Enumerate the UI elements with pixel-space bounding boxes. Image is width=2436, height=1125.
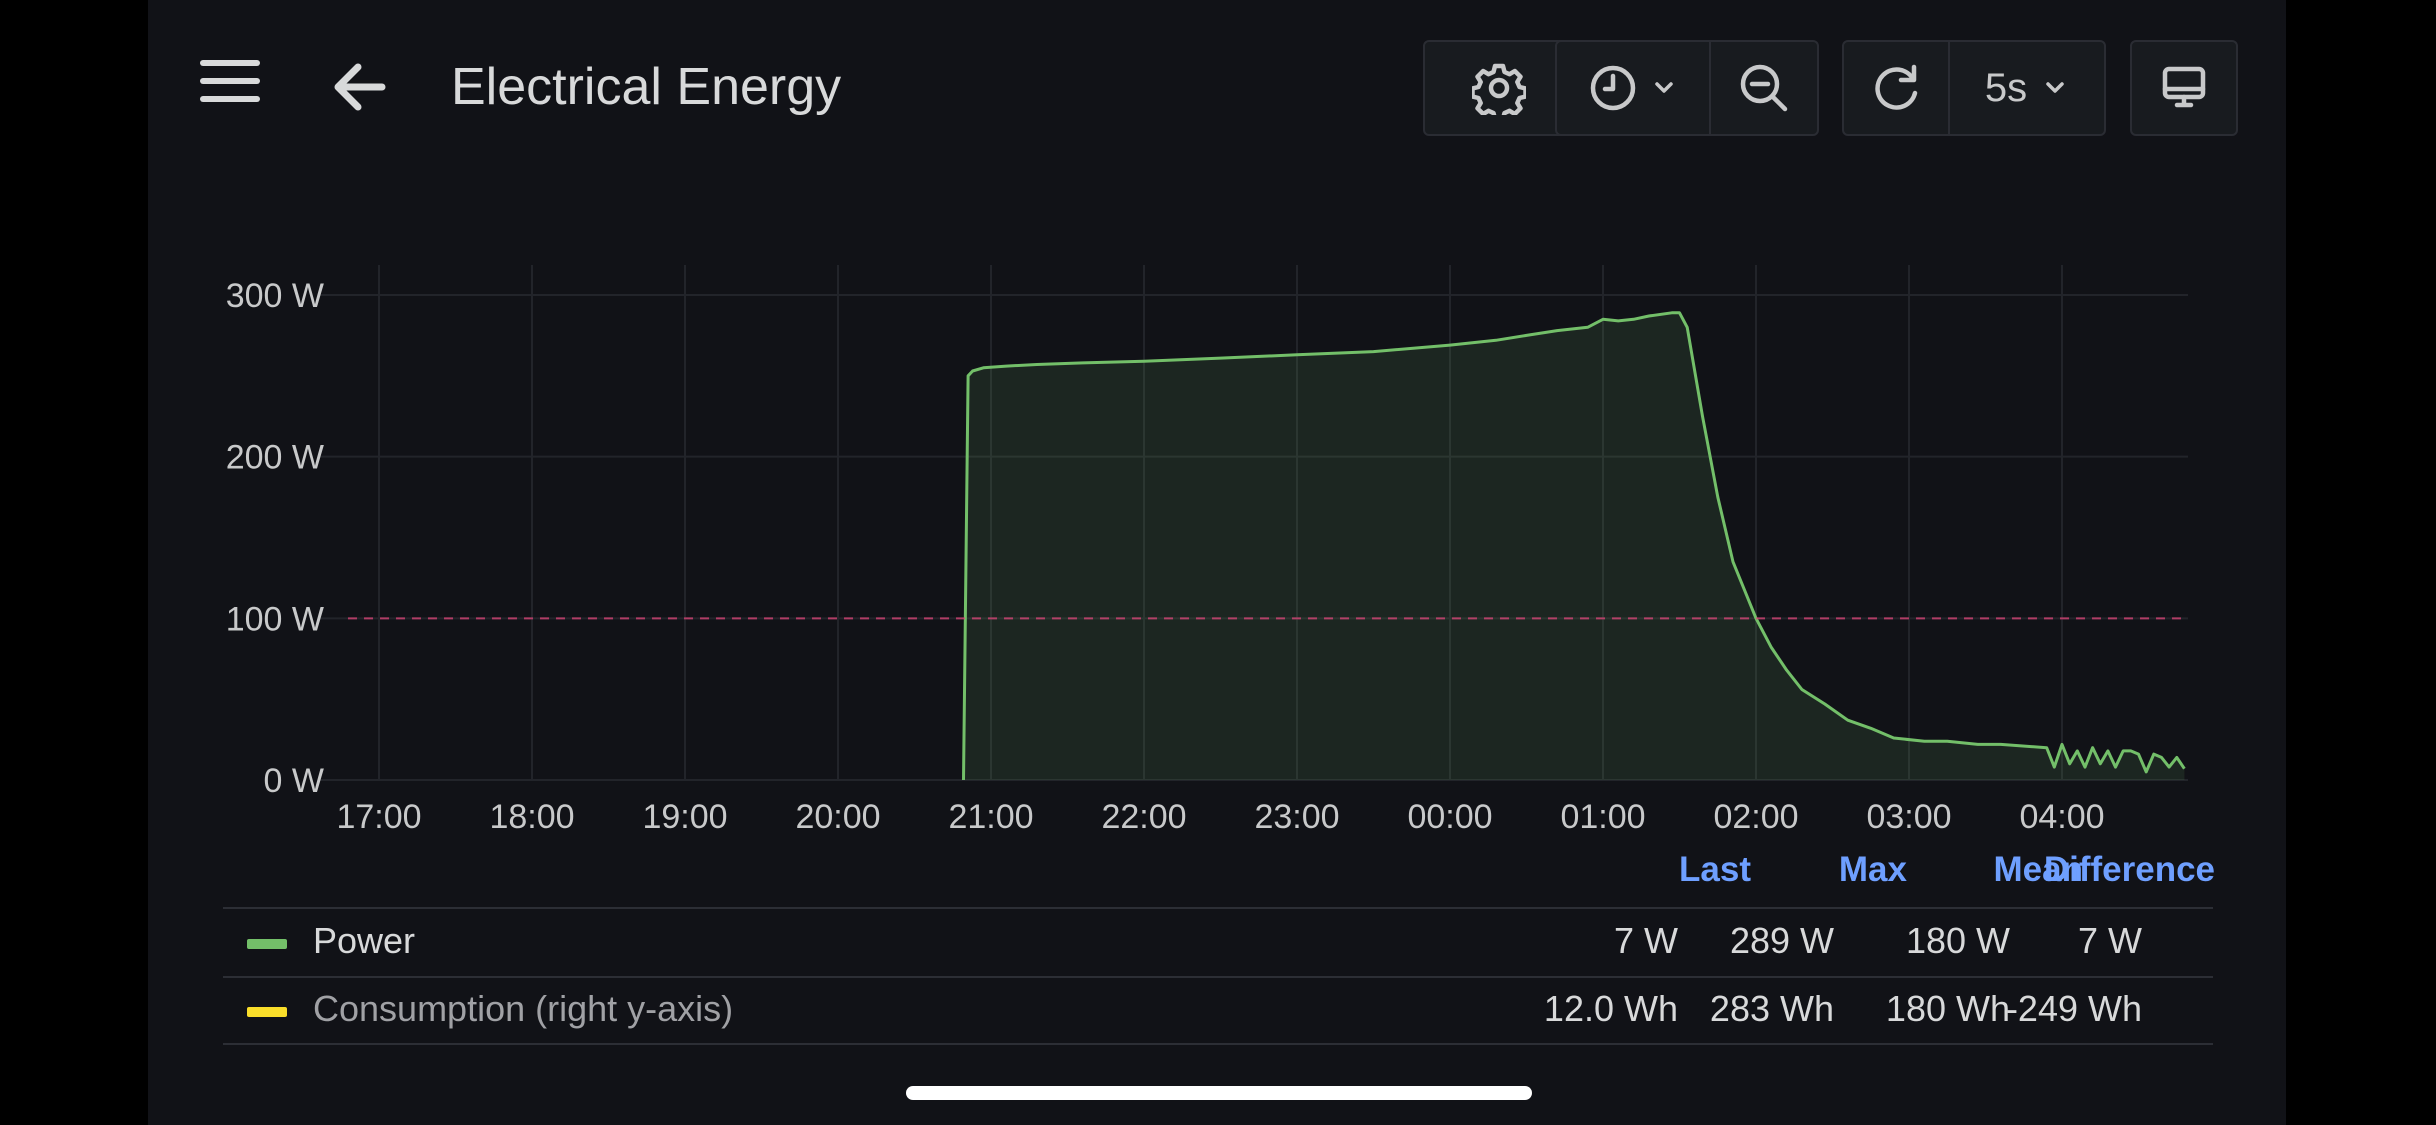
legend-header-difference[interactable]: Difference bbox=[2043, 850, 2215, 889]
legend-divider bbox=[223, 1043, 2213, 1045]
x-tick-label: 01:00 bbox=[1560, 798, 1645, 836]
legend-header-mean[interactable]: Mean bbox=[1993, 850, 2083, 889]
back-arrow-icon[interactable] bbox=[328, 55, 392, 119]
x-tick-label: 20:00 bbox=[795, 798, 880, 836]
settings-button[interactable] bbox=[1425, 42, 1573, 134]
chevron-down-icon bbox=[2046, 82, 2064, 93]
time-picker-button[interactable] bbox=[1557, 42, 1709, 134]
legend-header-max[interactable]: Max bbox=[1838, 850, 1907, 889]
legend-value-max: 283 Wh bbox=[1709, 988, 1834, 1029]
legend-row-consumption[interactable]: Consumption (right y-axis) 12.0 Wh 283 W… bbox=[223, 978, 2213, 1044]
zoom-out-button[interactable] bbox=[1711, 42, 1817, 134]
x-tick-label: 04:00 bbox=[2019, 798, 2104, 836]
page-title: Electrical Energy bbox=[451, 58, 842, 116]
power-series-line bbox=[962, 311, 2186, 781]
legend-value-max: 289 W bbox=[1729, 920, 1834, 961]
legend-row-power[interactable]: Power 7 W 289 W 180 W 7 W bbox=[223, 910, 2213, 976]
legend-value-difference: 7 W bbox=[2077, 920, 2142, 961]
legend-series-name: Power bbox=[313, 920, 416, 961]
refresh-icon bbox=[1875, 64, 1918, 110]
y-tick-label: 200 W bbox=[226, 439, 324, 477]
refresh-button[interactable] bbox=[1844, 42, 1948, 134]
x-tick-label: 17:00 bbox=[336, 798, 421, 836]
x-tick-label: 21:00 bbox=[948, 798, 1033, 836]
x-tick-label: 23:00 bbox=[1254, 798, 1339, 836]
x-tick-label: 02:00 bbox=[1713, 798, 1798, 836]
x-axis: 17:00 18:00 19:00 20:00 21:00 22:00 23:00 00:00… bbox=[336, 798, 2104, 836]
legend-swatch-green bbox=[247, 939, 287, 949]
divider bbox=[1709, 42, 1711, 134]
chart-area bbox=[962, 311, 2186, 781]
zoom-out-icon bbox=[1740, 64, 1788, 112]
x-tick-label: 19:00 bbox=[642, 798, 727, 836]
dashboard-app: Electrical Energy bbox=[148, 0, 2286, 1125]
legend-divider bbox=[223, 976, 2213, 978]
y-tick-label: 0 W bbox=[264, 762, 324, 800]
legend-header-last[interactable]: Last bbox=[1679, 850, 1751, 889]
clock-icon bbox=[1590, 65, 1636, 111]
settings-button-group bbox=[1423, 40, 1575, 136]
refresh-controls-group: 5s bbox=[1842, 40, 2106, 136]
y-tick-label: 100 W bbox=[226, 600, 324, 638]
refresh-interval-label: 5s bbox=[1984, 65, 2028, 110]
legend-value-difference: -249 Wh bbox=[2005, 988, 2142, 1029]
x-tick-label: 00:00 bbox=[1407, 798, 1492, 836]
legend-value-last: 7 W bbox=[1613, 920, 1678, 961]
power-chart[interactable]: 300 W 200 W 100 W 0 W 17:00 18:00 19:00 20:00 2… bbox=[148, 150, 2286, 850]
legend-value-mean: 180 Wh bbox=[1885, 988, 2010, 1029]
x-tick-label: 22:00 bbox=[1101, 798, 1186, 836]
legend-value-last: 12.0 Wh bbox=[1543, 988, 1678, 1029]
y-axis: 300 W 200 W 100 W 0 W bbox=[226, 277, 324, 800]
legend-series-name: Consumption (right y-axis) bbox=[313, 988, 734, 1029]
legend-divider bbox=[223, 907, 2213, 909]
home-indicator bbox=[906, 1086, 1532, 1100]
x-tick-label: 03:00 bbox=[1866, 798, 1951, 836]
tv-mode-button[interactable] bbox=[2132, 42, 2236, 134]
tv-icon bbox=[2162, 66, 2206, 108]
view-mode-group bbox=[2130, 40, 2238, 136]
legend-value-mean: 180 W bbox=[1905, 920, 2010, 961]
refresh-interval-picker[interactable]: 5s bbox=[1950, 42, 2104, 134]
y-tick-label: 300 W bbox=[226, 277, 324, 315]
gear-icon bbox=[1472, 63, 1526, 115]
legend-header: Last Max Mean Difference bbox=[148, 850, 2286, 900]
power-area-fill bbox=[963, 312, 2185, 780]
time-controls-group bbox=[1555, 40, 1819, 136]
legend-swatch-yellow bbox=[247, 1007, 287, 1017]
menu-icon[interactable] bbox=[200, 60, 260, 102]
x-tick-label: 18:00 bbox=[489, 798, 574, 836]
divider bbox=[1948, 42, 1950, 134]
chevron-down-icon bbox=[1655, 82, 1673, 93]
